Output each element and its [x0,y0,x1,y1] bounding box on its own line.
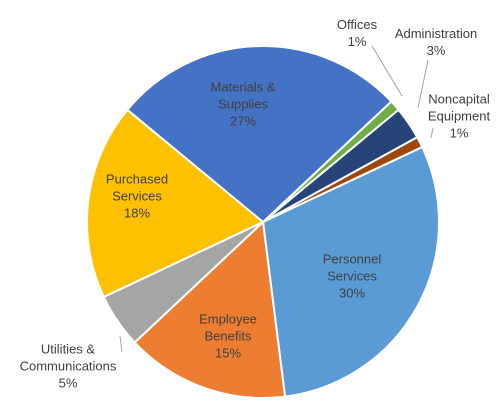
value-label: 1% [347,34,367,49]
leader-line [371,45,403,97]
value-label: 15% [214,345,242,361]
category-label: Employee Benefits [199,311,257,344]
pie-slice [125,45,393,224]
value-label: 30% [338,285,366,301]
value-label: 5% [58,375,78,391]
slice-label: Personnel Services 30% [312,251,392,302]
slice-label: Employee Benefits 15% [193,311,263,362]
leader-line [119,335,123,353]
slice-label: Administration 3% [381,25,491,59]
value-label: 1% [449,125,469,141]
pie-slice [86,108,265,299]
category-label: Utilities & Communications [19,341,117,374]
category-label: Purchased Services [105,171,169,204]
slice-label: Purchased Services 18% [97,171,177,222]
category-label: Personnel Services [322,251,382,284]
leader-line [430,127,434,139]
category-label: Offices [336,17,378,32]
slice-label: Utilities & Communications 5% [9,341,127,392]
slice-label: Noncapital Equipment 1% [419,91,499,142]
leader-line [417,59,429,109]
pie-slice [133,219,287,399]
slice-label: Materials & Supplies 27% [198,79,288,130]
value-label: 18% [123,205,151,221]
category-label: Materials & Supplies [210,79,276,112]
category-label: Noncapital Equipment [427,91,491,124]
pie-slice [261,145,440,398]
category-label: Administration [394,26,478,41]
value-label: 27% [229,113,257,129]
value-label: 3% [426,43,446,58]
slice-label: Offices 1% [322,16,392,50]
